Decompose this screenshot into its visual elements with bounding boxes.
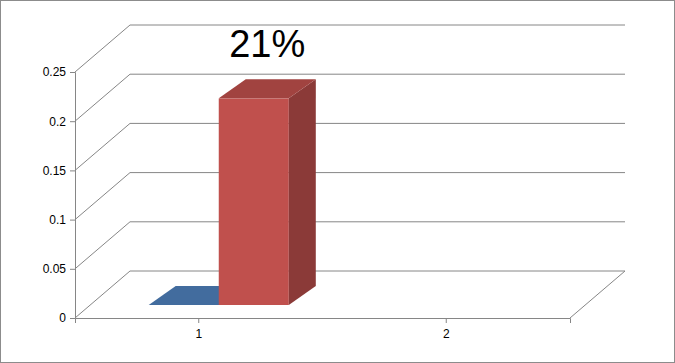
y-tick-label: 0.1 — [49, 213, 66, 227]
y-tick-mark — [70, 121, 75, 122]
y-tick: 0.15 — [43, 164, 75, 178]
x-tick-mark — [198, 318, 199, 323]
y-tick: 0.2 — [49, 115, 75, 129]
x-axis: 12 — [76, 318, 571, 341]
y-tick-mark — [70, 269, 75, 270]
data-label: 21% — [229, 23, 305, 65]
x-tick-mark — [446, 318, 447, 323]
x-axis-line — [76, 319, 571, 324]
x-tick-label: 1 — [195, 327, 202, 341]
bar-front — [219, 98, 289, 305]
bar-side — [289, 79, 316, 305]
data-labels: 21% — [229, 23, 305, 65]
y-tick: 0.25 — [43, 65, 75, 79]
grid-line — [75, 222, 625, 269]
grid-line — [75, 271, 625, 318]
grid-line — [75, 74, 625, 121]
y-tick-label: 0.2 — [49, 115, 66, 129]
chart: 21%00.050.10.150.20.2512 — [0, 0, 675, 363]
chart-frame — [1, 1, 675, 363]
y-tick: 0 — [59, 311, 75, 325]
y-tick: 0.05 — [43, 262, 75, 276]
y-tick-label: 0.05 — [43, 262, 67, 276]
y-axis-line — [70, 73, 76, 319]
y-axis: 0 0.05 0.1 0.15 0.2 0.25 — [43, 65, 76, 325]
y-tick-mark — [70, 220, 75, 221]
bars — [149, 79, 316, 305]
grid-line — [75, 123, 625, 170]
bar-top — [219, 79, 316, 98]
x-tick-label: 2 — [443, 327, 450, 341]
grid-line — [75, 173, 625, 220]
x-tick: 2 — [443, 318, 450, 341]
grid — [75, 25, 625, 318]
y-tick-label: 0.25 — [43, 65, 67, 79]
x-tick: 1 — [195, 318, 202, 341]
y-tick-label: 0 — [59, 311, 66, 325]
floor-edge — [570, 271, 625, 318]
y-tick-mark — [70, 170, 75, 171]
y-tick-label: 0.15 — [43, 164, 67, 178]
y-tick-mark — [70, 318, 75, 319]
y-tick-mark — [70, 72, 75, 73]
y-tick: 0.1 — [49, 213, 75, 227]
grid-line — [75, 25, 625, 72]
